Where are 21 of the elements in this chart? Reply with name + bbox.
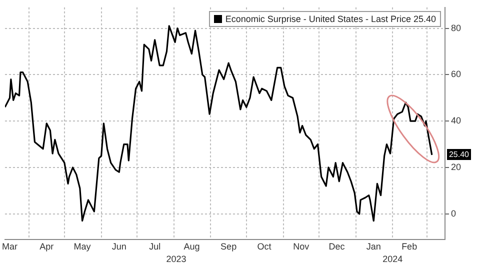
x2-tick-label: 2023 — [166, 254, 186, 264]
x-tick-label: Aug — [184, 241, 200, 252]
x-tick-label: Nov — [293, 241, 310, 252]
y-tick-label: 60 — [450, 69, 462, 80]
y-tick-label: 80 — [450, 22, 462, 33]
x-tick-label: Sep — [220, 241, 237, 252]
y-tick-label: 40 — [450, 116, 462, 126]
x-tick-label: Jan — [366, 241, 381, 252]
x-tick-label: Jul — [149, 241, 161, 252]
y-tick-label: 0 — [450, 208, 456, 218]
x-tick-label: Feb — [402, 241, 418, 252]
x-tick-label: May — [74, 241, 92, 252]
y-tick-label: 20 — [450, 162, 462, 172]
x-tick-label: Dec — [328, 241, 346, 252]
x-tick-label: Jun — [112, 241, 126, 252]
x-tick-label: Apr — [40, 241, 54, 252]
legend-label: Economic Surprise - United States - Last Price 25.40 — [225, 14, 436, 24]
x2-tick-label: 2024 — [382, 254, 403, 264]
x-tick-label: Oct — [257, 241, 272, 252]
annotation: 25.40 — [446, 148, 472, 160]
x-tick-label: Mar — [2, 241, 18, 252]
